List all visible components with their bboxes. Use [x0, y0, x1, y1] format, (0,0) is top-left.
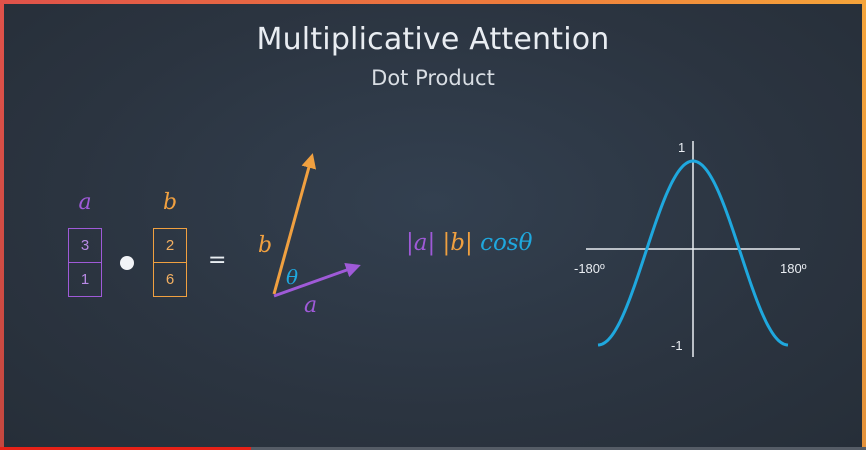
vector-b-cell-2: 6: [154, 262, 186, 296]
vector-a-letter: a: [304, 293, 317, 318]
vector-b-label: b: [162, 190, 178, 215]
dot-product-operator: [120, 256, 134, 270]
video-progress-bar[interactable]: [0, 447, 866, 450]
vector-a-label: a: [78, 190, 92, 215]
dot-product-formula: |a| |b| cosθ: [406, 230, 532, 256]
vector-a-cell-1: 3: [80, 237, 90, 254]
x-axis-min-label: -180º: [574, 261, 605, 276]
vector-a-arrow: [273, 262, 361, 298]
video-progress-fill: [0, 447, 252, 450]
vector-a-cell-2: 1: [69, 262, 101, 296]
equals-sign: =: [208, 248, 227, 273]
y-axis-max-label: 1: [678, 140, 685, 155]
vector-b: 2 6: [153, 228, 187, 297]
cosine-curve: [597, 159, 789, 347]
vector-a: 3 1: [68, 228, 102, 297]
vector-b-cell-1: 2: [165, 237, 175, 254]
slide-subtitle: Dot Product: [371, 66, 495, 90]
vector-angle-diagram: b θ a: [258, 153, 361, 318]
y-axis-min-label: -1: [671, 338, 683, 353]
x-axis-max-label: 180º: [780, 261, 807, 276]
formula-magnitude-a: |a|: [406, 230, 436, 256]
vector-b-letter: b: [258, 233, 272, 258]
slide-title: Multiplicative Attention: [256, 22, 610, 57]
formula-magnitude-b: |b|: [442, 230, 473, 256]
angle-theta-label: θ: [286, 265, 298, 289]
formula-cos-theta: cosθ: [480, 230, 533, 256]
frame-left-border: [0, 0, 4, 450]
cosine-plot: -180º 180º 1 -1: [574, 140, 807, 357]
vector-b-arrow: [272, 153, 317, 295]
frame-top-border: [0, 0, 866, 4]
frame-right-border: [862, 0, 866, 450]
